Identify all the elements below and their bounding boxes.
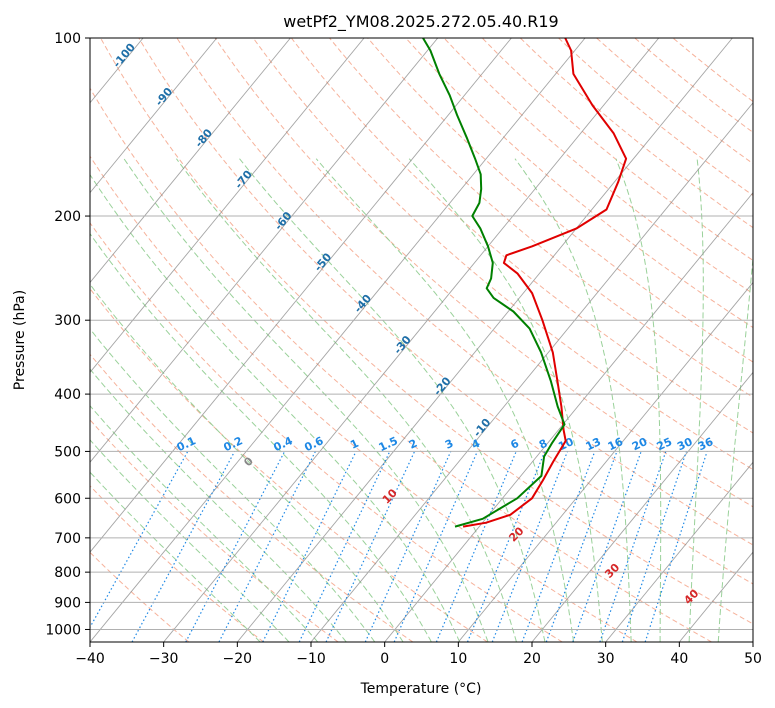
y-tick-label: 100	[54, 31, 81, 47]
moist-adiabat	[90, 173, 461, 642]
x-tick-label: 10	[449, 651, 467, 667]
profile-lines	[422, 38, 628, 528]
mixing-ratio-label: 36	[696, 435, 716, 453]
isotherm	[90, 38, 365, 374]
dewpoint-profile	[422, 38, 566, 528]
isotherm	[384, 191, 753, 642]
mixing-ratio-line	[364, 451, 452, 642]
x-tick-label: −40	[75, 651, 105, 667]
y-tick-label: 700	[54, 531, 81, 547]
isotherm	[236, 38, 733, 642]
y-tick-label: 1000	[45, 622, 81, 638]
y-axis-label: Pressure (hPa)	[12, 290, 28, 390]
mixing-ratio-label: 13	[584, 435, 603, 453]
mixing-ratio-line	[393, 451, 478, 642]
dry-adiabat	[329, 38, 753, 398]
y-tick-label: 300	[54, 313, 81, 329]
mixing-ratio-label: 20	[630, 435, 650, 453]
dry-adiabat	[90, 287, 488, 642]
mixing-ratio-line	[131, 451, 236, 642]
dry-adiabat	[90, 155, 638, 642]
mixing-ratio-line	[90, 451, 189, 629]
isotherm	[90, 38, 512, 553]
isotherm	[90, 38, 291, 284]
isotherm	[457, 281, 753, 642]
x-tick-label: −10	[296, 651, 326, 667]
mixing-ratio-line	[545, 451, 618, 642]
dry-adiabat	[367, 38, 753, 363]
dry-adiabat	[100, 38, 753, 625]
x-tick-label: 0	[380, 651, 389, 667]
y-tick-label: 500	[54, 444, 81, 460]
isotherm	[605, 461, 753, 642]
x-axis-label: Temperature (°C)	[360, 681, 482, 697]
dry-adiabat	[176, 38, 753, 546]
dry-adiabat	[481, 38, 753, 261]
dry-adiabat	[90, 485, 264, 642]
isotherm	[310, 102, 753, 642]
isotherm	[752, 641, 753, 642]
mixing-ratio-line	[262, 451, 357, 642]
mixing-ratio-label: 16	[606, 435, 626, 453]
x-tick-label: −30	[149, 651, 179, 667]
plot-background	[90, 38, 753, 642]
isotherm	[90, 38, 586, 642]
y-tick-label: 800	[54, 565, 81, 581]
y-tick-label: 900	[54, 595, 81, 611]
x-tick-label: 50	[744, 651, 762, 667]
mixing-ratio-line	[621, 451, 687, 642]
isotherm	[90, 38, 439, 463]
moist-adiabat	[123, 158, 489, 642]
plot-frame	[89, 37, 754, 643]
isotherm	[90, 38, 218, 194]
mixing-ratio-line	[644, 451, 708, 642]
y-tick-label: 400	[54, 387, 81, 403]
dry-adiabat	[214, 38, 753, 508]
mixing-ratio-line	[325, 451, 416, 642]
y-tick-label: 600	[54, 491, 81, 507]
dry-adiabat	[90, 222, 563, 642]
isotherm	[0, 38, 69, 642]
moist-adiabat	[90, 405, 319, 642]
chart-title: wetPf2_YM08.2025.272.05.40.R19	[283, 12, 558, 32]
dry-adiabat	[138, 38, 753, 585]
dry-adiabat	[90, 87, 712, 642]
mixing-ratio-line	[599, 451, 667, 642]
x-tick-label: 40	[670, 651, 688, 667]
temperature-profile	[462, 38, 628, 528]
x-tick-label: −20	[223, 651, 253, 667]
isotherm	[531, 371, 753, 642]
mixing-ratio-line	[298, 451, 391, 642]
x-tick-label: 30	[597, 651, 615, 667]
mixing-ratio-line	[435, 451, 517, 642]
dry-adiabat	[291, 38, 753, 434]
dry-adiabat	[558, 38, 753, 196]
isotherm	[163, 38, 660, 642]
mixing-ratio-label: 25	[655, 435, 674, 453]
dry-adiabat	[405, 38, 753, 329]
axes: −40 −30 −20 −10 0 10 20 30 40 50 100 200 300 400 500 60…	[45, 31, 762, 667]
mixing-ratio-line	[572, 451, 642, 642]
mixing-ratio-label: 30	[675, 435, 695, 453]
x-tick-label: 20	[523, 651, 541, 667]
y-tick-label: 200	[54, 209, 81, 225]
dry-adiabat	[90, 419, 339, 642]
